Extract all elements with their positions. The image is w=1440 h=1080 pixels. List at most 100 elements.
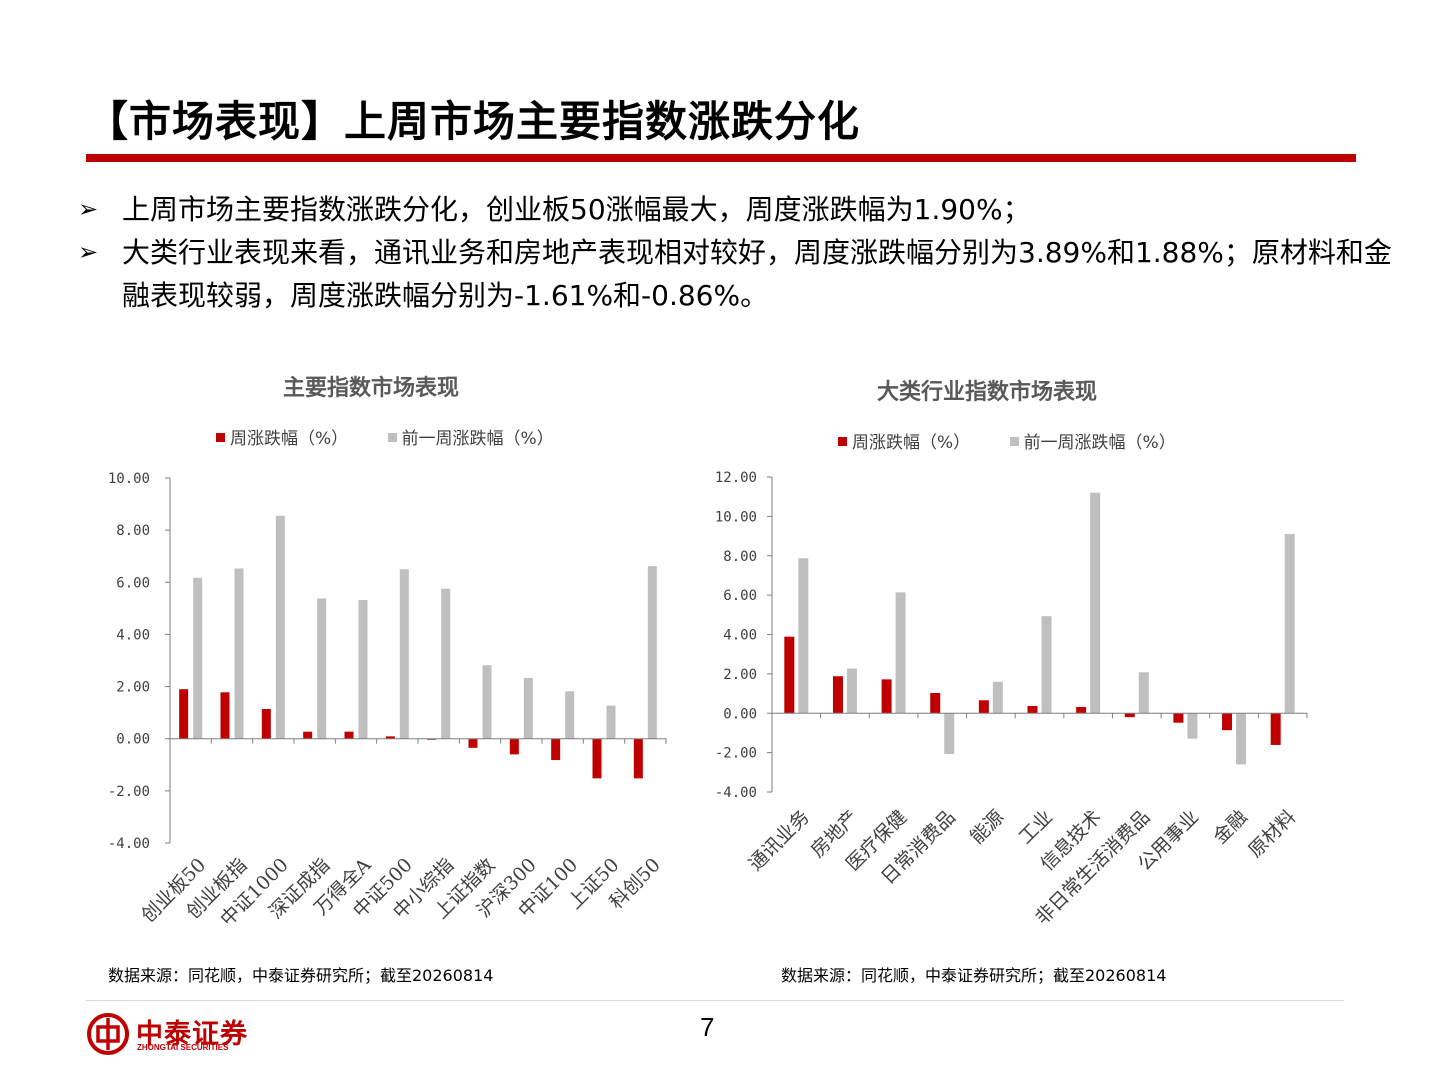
legend-swatch-current [216, 433, 225, 442]
bar-current [592, 738, 602, 779]
bar-previous [1236, 713, 1247, 765]
y-tick-label: 10.00 [715, 509, 757, 525]
y-tick-label: 6.00 [723, 588, 757, 604]
bar-current [344, 731, 354, 739]
bar-current [784, 636, 795, 714]
y-tick-label: 6.00 [116, 575, 150, 591]
bullet-item: ➢ 上周市场主要指数涨跌分化，创业板50涨幅最大，周度涨跌幅为1.90%； [74, 188, 1414, 231]
arrow-bullet-icon: ➢ [78, 195, 99, 223]
bar-current [930, 692, 941, 714]
bar-previous [482, 665, 492, 739]
x-category-label: 原材料 [1244, 806, 1300, 862]
y-tick-label: -2.00 [108, 784, 150, 800]
bar-previous [441, 588, 451, 739]
chart-legend-sectors: 周涨跌幅（%） 前一周涨跌幅（%） [838, 428, 1210, 453]
bar-current [220, 692, 230, 739]
y-tick-label: 8.00 [723, 549, 757, 565]
bar-current [261, 708, 271, 739]
footer-divider [86, 1000, 1344, 1001]
bar-previous [846, 668, 857, 714]
y-tick-label: 4.00 [116, 627, 150, 643]
y-tick-label: 8.00 [116, 523, 150, 539]
legend-swatch-current [838, 437, 847, 446]
y-tick-label: 0.00 [116, 732, 150, 748]
bar-current [509, 738, 519, 755]
bar-previous [399, 569, 409, 739]
title-divider [86, 154, 1356, 162]
x-category-label: 金融 [1209, 806, 1251, 848]
legend-label: 周涨跌幅（%） [230, 429, 349, 449]
bar-current [978, 700, 989, 714]
bar-previous [895, 592, 906, 714]
company-logo: 中泰证券 ZHONGTAI SECURITIES [86, 1010, 286, 1060]
bar-current [427, 738, 437, 740]
chart-legend-indices: 周涨跌幅（%） 前一周涨跌幅（%） [216, 424, 588, 449]
y-tick-label: -2.00 [715, 746, 757, 762]
bar-previous [1284, 534, 1295, 714]
bar-current [179, 689, 189, 739]
x-category-label: 通讯业务 [745, 806, 814, 875]
page-number: 7 [700, 1012, 715, 1042]
source-note-indices: 数据来源：同花顺，中泰证券研究所；截至20260814 [108, 966, 494, 985]
bar-current [633, 738, 643, 779]
bar-previous [606, 705, 616, 739]
bar-current [1173, 713, 1184, 723]
bar-previous [275, 515, 285, 739]
legend-label: 前一周涨跌幅（%） [1023, 433, 1176, 453]
bar-previous [992, 681, 1003, 714]
bar-current [832, 676, 843, 714]
legend-item-previous: 前一周涨跌幅（%） [1009, 428, 1176, 453]
y-tick-label: 2.00 [116, 680, 150, 696]
bar-previous [523, 677, 533, 739]
bar-current [1076, 706, 1087, 714]
bar-previous [798, 558, 809, 714]
y-tick-label: 10.00 [108, 471, 150, 487]
x-category-label: 工业 [1015, 806, 1057, 848]
y-tick-label: 4.00 [723, 628, 757, 644]
y-tick-label: -4.00 [715, 785, 757, 801]
bullet-item: ➢ 大类行业表现来看，通讯业务和房地产表现相对较好，周度涨跌幅分别为3.89%和… [74, 231, 1414, 317]
bar-previous [317, 598, 327, 739]
y-tick-label: 0.00 [723, 706, 757, 722]
legend-swatch-previous [1009, 437, 1019, 446]
bar-current [385, 736, 395, 739]
chart-title-sectors: 大类行业指数市场表现 [877, 379, 1098, 405]
bar-current [1027, 705, 1038, 714]
charts-canvas: -4.00-2.000.002.004.006.008.0010.00创业板50… [108, 470, 1308, 931]
bar-previous [944, 713, 955, 755]
logo-text-en: ZHONGTAI SECURITIES [137, 1043, 229, 1052]
x-category-label: 能源 [966, 806, 1008, 848]
bar-previous [193, 577, 203, 739]
bar-current [551, 738, 561, 761]
bar-previous [1041, 616, 1052, 714]
legend-item-previous: 前一周涨跌幅（%） [387, 424, 554, 449]
source-note-sectors: 数据来源：同花顺，中泰证券研究所；截至20260814 [781, 966, 1167, 985]
legend-label: 前一周涨跌幅（%） [401, 429, 554, 449]
y-tick-label: 2.00 [723, 667, 757, 683]
page-title: 【市场表现】上周市场主要指数涨跌分化 [86, 97, 861, 146]
chart-title-indices: 主要指数市场表现 [283, 375, 460, 401]
bar-previous [1138, 672, 1149, 714]
bar-current [881, 679, 892, 714]
legend-item-current: 周涨跌幅（%） [838, 428, 970, 453]
bar-previous [1090, 492, 1101, 714]
legend-label: 周涨跌幅（%） [852, 433, 971, 453]
y-tick-label: -4.00 [108, 836, 150, 852]
bar-current [303, 731, 313, 739]
arrow-bullet-icon: ➢ [78, 238, 99, 266]
logo-text-cn: 中泰证券 [136, 1019, 248, 1050]
legend-swatch-previous [387, 433, 397, 442]
bullet-list: ➢ 上周市场主要指数涨跌分化，创业板50涨幅最大，周度涨跌幅为1.90%； ➢ … [74, 188, 1414, 317]
bar-current [1222, 713, 1233, 731]
legend-item-current: 周涨跌幅（%） [216, 424, 348, 449]
bar-previous [647, 566, 657, 739]
bar-previous [565, 691, 575, 739]
bar-current [468, 738, 478, 748]
bar-previous [358, 600, 368, 739]
bar-previous [234, 568, 244, 739]
bullet-text: 上周市场主要指数涨跌分化，创业板50涨幅最大，周度涨跌幅为1.90%； [122, 193, 1031, 226]
bullet-text: 大类行业表现来看，通讯业务和房地产表现相对较好，周度涨跌幅分别为3.89%和1.… [122, 236, 1392, 312]
logo-mark-icon [87, 1013, 129, 1055]
y-tick-label: 12.00 [715, 470, 757, 486]
bar-previous [1187, 713, 1198, 739]
